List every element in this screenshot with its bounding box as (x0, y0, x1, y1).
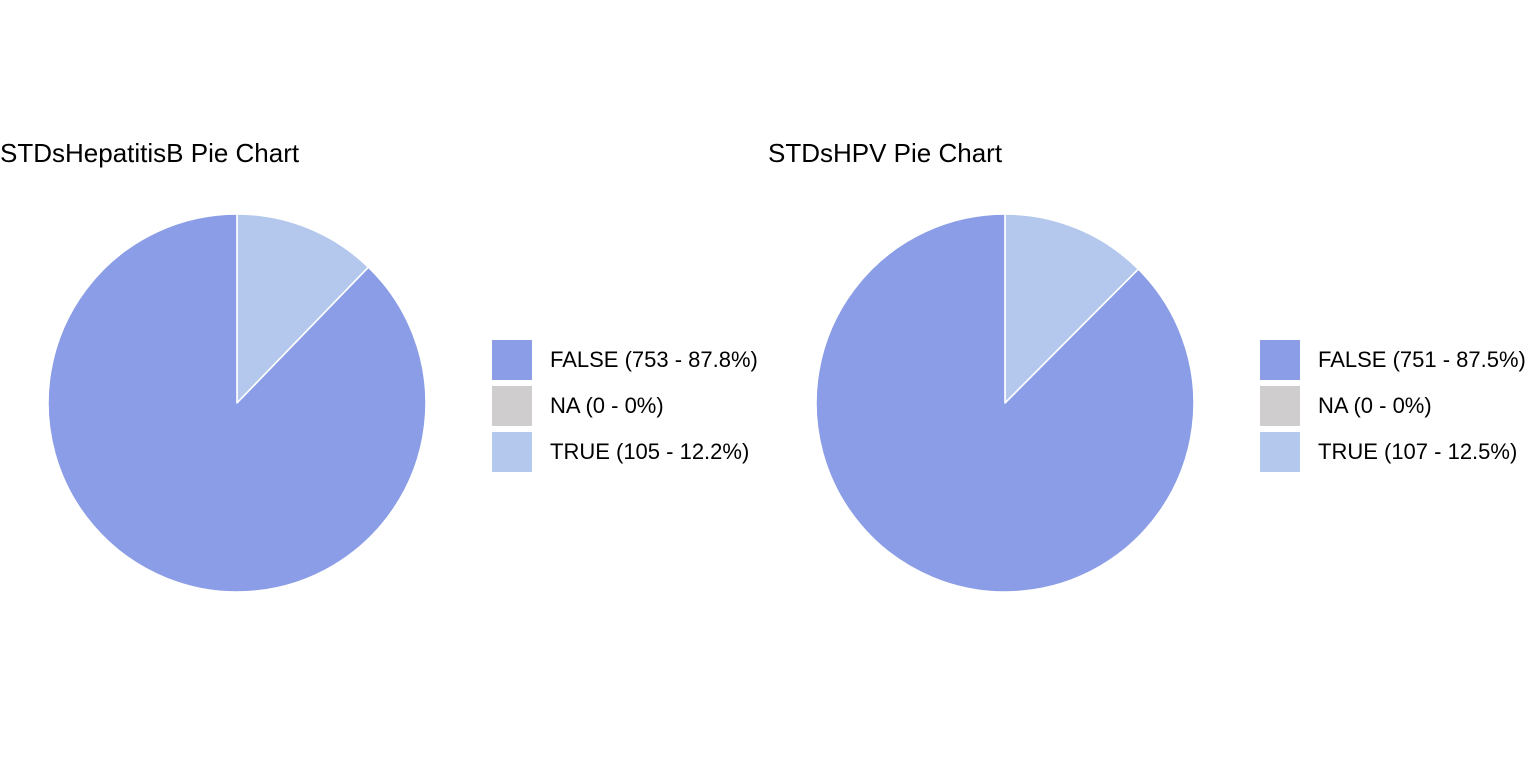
pie-chart (47, 213, 427, 593)
legend-key-true (492, 432, 532, 472)
legend-label-false: FALSE (751 - 87.5%) (1318, 347, 1526, 372)
legend-key-true (1260, 432, 1300, 472)
pie-slice-true (1004, 213, 1140, 404)
legend-item-true: TRUE (105 - 12.2%) (492, 429, 758, 475)
legend-label-false: FALSE (753 - 87.8%) (550, 347, 758, 372)
legend-label-true: TRUE (107 - 12.5%) (1318, 439, 1518, 464)
legend-label-na: NA (0 - 0%) (550, 393, 664, 418)
legend-label-true: TRUE (105 - 12.2%) (550, 439, 750, 464)
legend: FALSE (751 - 87.5%) NA (0 - 0%) TRUE (10… (1260, 337, 1526, 475)
legend-item-false: FALSE (751 - 87.5%) (1260, 337, 1526, 383)
legend-key-false (492, 340, 532, 380)
pie-chart (815, 213, 1195, 593)
legend-item-true: TRUE (107 - 12.5%) (1260, 429, 1526, 475)
legend-label-na: NA (0 - 0%) (1318, 393, 1432, 418)
pie-chart-panel-hepatitisb: STDsHepatitisB Pie Chart FALSE (753 - 87… (0, 138, 758, 593)
legend-key-false (1260, 340, 1300, 380)
legend-key-na (492, 386, 532, 426)
pie-slice-false (47, 213, 427, 593)
chart-title: STDsHepatitisB Pie Chart (0, 138, 300, 168)
pie-slice-false (815, 213, 1195, 593)
pie-chart-panel-hpv: STDsHPV Pie Chart FALSE (751 - 87.5%) NA… (768, 0, 1536, 768)
legend-item-false: FALSE (753 - 87.8%) (492, 337, 758, 383)
legend-key-na (1260, 386, 1300, 426)
pie-slice-true (236, 213, 370, 404)
pie-slices (815, 213, 1195, 593)
pie-slices (47, 213, 427, 593)
legend-item-na: NA (0 - 0%) (492, 383, 758, 429)
legend-item-na: NA (0 - 0%) (1260, 383, 1526, 429)
chart-title: STDsHPV Pie Chart (768, 138, 1003, 168)
legend: FALSE (753 - 87.8%) NA (0 - 0%) TRUE (10… (492, 337, 758, 475)
